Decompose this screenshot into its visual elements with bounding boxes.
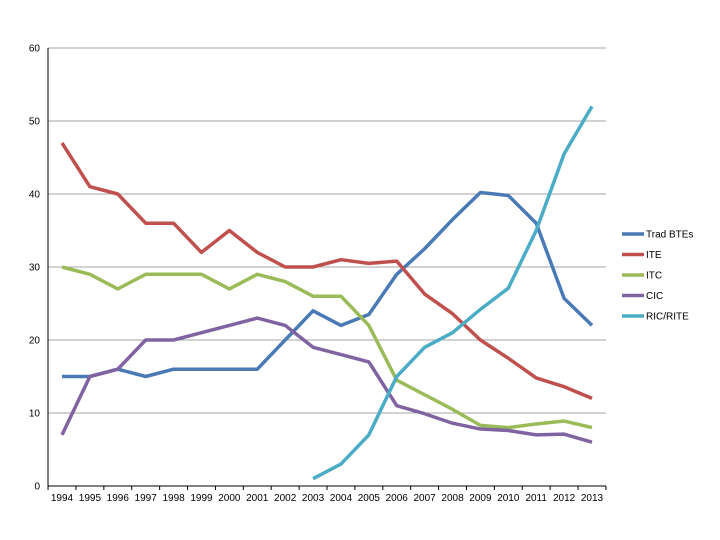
axes: 0 10 20 30 40 50 60 1994 1995 1996 1997 1998 1999 200… [29, 44, 607, 504]
x-tick-label: 1999 [190, 493, 213, 504]
x-tick-label: 2002 [274, 493, 297, 504]
x-tick-label: 2008 [441, 493, 464, 504]
x-tick-label: 1998 [162, 493, 185, 504]
series-lines [60, 105, 594, 481]
x-tick-label: 2010 [497, 493, 520, 504]
series-line-ite [60, 141, 593, 401]
legend-label: ITC [646, 271, 662, 282]
legend-label: ITE [646, 250, 662, 261]
x-tick-label: 2004 [330, 493, 353, 504]
x-tick-label: 2000 [218, 493, 241, 504]
x-tick-label: 1996 [107, 493, 130, 504]
legend-label: Trad BTEs [646, 230, 693, 241]
x-tick-label: 2007 [414, 493, 437, 504]
x-tick-label: 2003 [302, 493, 325, 504]
series-line-cic [60, 316, 593, 444]
x-tick-label: 2013 [581, 493, 604, 504]
x-tick-label: 2009 [469, 493, 492, 504]
y-tick-label: 30 [29, 263, 41, 274]
x-tick-label: 2011 [525, 493, 547, 504]
x-tick-label: 2006 [386, 493, 409, 504]
legend-label: CIC [646, 291, 663, 302]
y-tick-label: 50 [29, 117, 41, 128]
x-tick-label: 2001 [246, 493, 269, 504]
x-tick-label: 2012 [553, 493, 576, 504]
legend: Trad BTEs ITE ITC CIC RIC/RITE [622, 230, 693, 323]
x-tick-label: 1997 [135, 493, 158, 504]
legend-label: RIC/RITE [646, 312, 689, 323]
y-tick-label: 10 [29, 409, 41, 420]
x-tick-label: 1995 [79, 493, 102, 504]
y-tick-label: 60 [29, 44, 41, 55]
series-line-trad-btes [62, 190, 594, 379]
y-tick-label: 20 [29, 336, 41, 347]
gridlines [48, 47, 606, 487]
x-tick-label: 1994 [51, 493, 74, 504]
y-tick-label: 40 [29, 190, 41, 201]
y-tick-label: 0 [34, 482, 40, 493]
x-tick-label: 2005 [358, 493, 381, 504]
series-line-ric-rite [312, 105, 594, 481]
series-line-itc [61, 265, 593, 430]
